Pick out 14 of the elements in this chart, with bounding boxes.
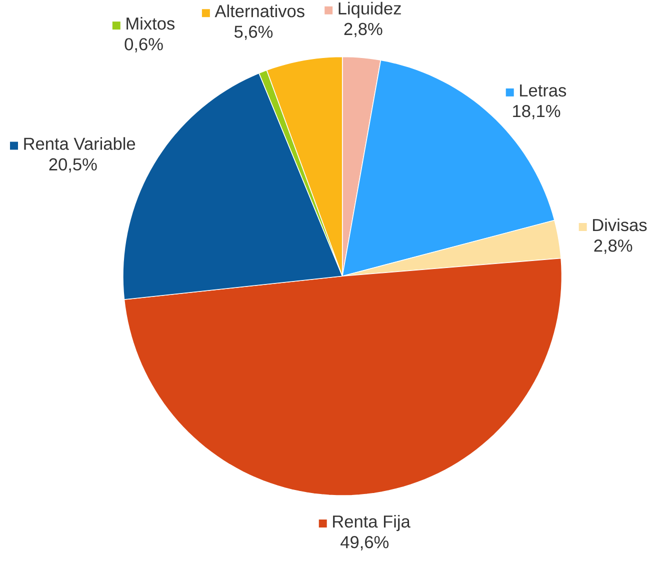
legend-label: Letras (520, 84, 566, 97)
data-label: 0,6% (124, 38, 163, 53)
legend-label: Alternativos (214, 4, 304, 18)
data-label: 18,1% (513, 105, 560, 120)
legend-label: Renta Fija (333, 515, 410, 532)
legend-label: Divisas (593, 218, 647, 232)
data-label: 49,6% (340, 536, 389, 551)
data-label: 2,8% (344, 23, 382, 38)
data-label: 2,8% (594, 240, 632, 254)
data-label: 5,6% (234, 26, 273, 40)
legend-label: Mixtos (126, 17, 175, 30)
legend-label: Renta Variable (24, 137, 136, 150)
data-label: 20,5% (49, 158, 97, 173)
legend-label: Liquidez (338, 2, 401, 18)
